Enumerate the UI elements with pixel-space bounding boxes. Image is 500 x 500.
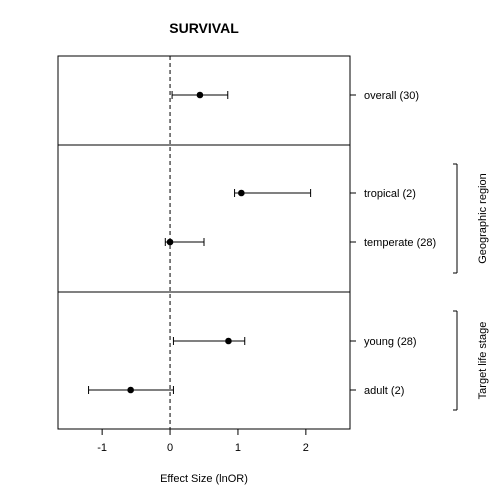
x-tick-label: 2 [303, 442, 309, 454]
estimate-point [196, 91, 204, 99]
chart-title: SURVIVAL [169, 20, 239, 36]
estimate-point [238, 189, 245, 197]
estimate-point [166, 238, 174, 246]
row-label: tropical (2) [364, 188, 416, 200]
row-label: young (28) [364, 336, 417, 348]
plot-area: -1 0 1 2 overall (30) tropical (2) temperate (… [57, 55, 489, 454]
row-label: adult (2) [364, 385, 404, 397]
x-tick-label: 1 [235, 442, 241, 454]
x-tick-label: -1 [97, 442, 107, 454]
group-label: Geographic region [477, 173, 489, 264]
row-label: temperate (28) [364, 237, 436, 249]
row-label: overall (30) [364, 90, 419, 102]
estimate-point [127, 386, 134, 394]
group-label: Target life stage [477, 322, 489, 400]
x-tick-label: 0 [167, 442, 173, 454]
estimate-point [225, 337, 232, 345]
x-axis-label: Effect Size (lnOR) [160, 473, 248, 485]
